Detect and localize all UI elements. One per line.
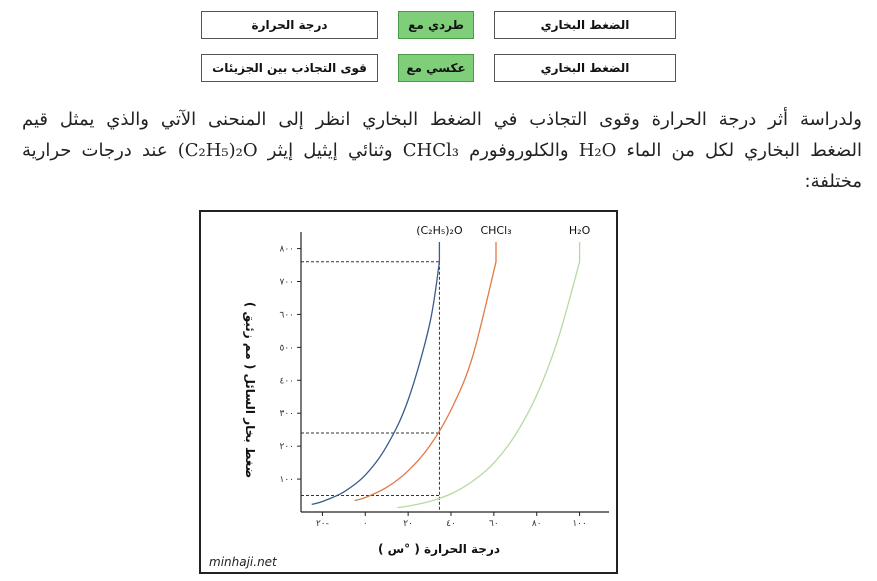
x-tick-label: ٢٠ bbox=[403, 519, 413, 529]
relation-1-type: طردي مع bbox=[398, 11, 474, 39]
x-tick-label: ١٠٠ bbox=[572, 519, 587, 529]
y-tick-label: ١٠٠ bbox=[279, 475, 294, 485]
x-tick-label: ٨٠ bbox=[532, 519, 542, 529]
series-label-2: H₂O bbox=[569, 224, 591, 237]
x-tick-label: ٢٠- bbox=[316, 519, 329, 529]
paragraph-line-2: الضغط البخاري لكل من الماء H₂O والكلوروف… bbox=[22, 135, 862, 166]
y-tick-label: ٧٠٠ bbox=[279, 278, 294, 288]
series-curve-0 bbox=[311, 242, 441, 506]
x-tick-label: ٤٠ bbox=[446, 519, 456, 529]
y-tick-label: ٣٠٠ bbox=[279, 409, 294, 419]
vapor-pressure-chart-frame: ٢٠- ٠ ٢٠ ٤٠ ٦٠ ٨٠ ١٠٠ ١٠٠ ٢٠٠ ٣٠٠ ٤٠٠ ٥٠٠ ٦٠٠ ٧٠٠ ٨٠٠ … bbox=[199, 210, 618, 574]
relation-2-left: الضغط البخاري bbox=[494, 54, 676, 82]
y-axis-label: ضغط بخار السائل ( مم زئبق ) bbox=[243, 302, 257, 478]
series-curve-2 bbox=[397, 242, 581, 509]
y-tick-label: ٤٠٠ bbox=[279, 376, 294, 386]
relation-1-left: الضغط البخاري bbox=[494, 11, 676, 39]
series-label-0: (C₂H₅)₂O bbox=[416, 224, 463, 237]
formula-h2o: H₂O bbox=[578, 140, 617, 161]
watermark: minhaji.net bbox=[209, 555, 278, 569]
intro-paragraph: ولدراسة أثر درجة الحرارة وقوى التجاذب في… bbox=[22, 104, 862, 197]
text-ether-intro: وثنائي إيثيل إيثر bbox=[257, 140, 403, 161]
y-tick-label: ٥٠٠ bbox=[279, 343, 294, 353]
x-tick-label: ٠ bbox=[363, 519, 368, 529]
relation-1-right: درجة الحرارة bbox=[201, 11, 378, 39]
y-tick-label: ٢٠٠ bbox=[279, 442, 294, 452]
text-temperatures: عند درجات حرارية bbox=[22, 140, 178, 161]
series-curve-1 bbox=[354, 242, 497, 502]
text-chloroform-intro: والكلوروفورم bbox=[458, 140, 579, 161]
relation-2-right: قوى التجاذب بين الجزيئات bbox=[201, 54, 378, 82]
x-tick-label: ٦٠ bbox=[489, 519, 499, 529]
paragraph-line-1: ولدراسة أثر درجة الحرارة وقوى التجاذب في… bbox=[22, 109, 862, 130]
formula-chcl3: CHCl₃ bbox=[402, 140, 459, 161]
y-tick-label: ٨٠٠ bbox=[279, 245, 294, 255]
series-label-1: CHCl₃ bbox=[480, 224, 511, 237]
x-axis-label: درجة الحرارة ( °س ) bbox=[378, 542, 500, 556]
y-tick-label: ٦٠٠ bbox=[279, 310, 294, 320]
relation-2-type: عكسي مع bbox=[398, 54, 474, 82]
text-water-intro: الضغط البخاري لكل من الماء bbox=[616, 140, 862, 161]
vapor-pressure-chart: ٢٠- ٠ ٢٠ ٤٠ ٦٠ ٨٠ ١٠٠١٠٠٢٠٠٣٠٠٤٠٠٥٠٠٦٠٠٧٠٠٨٠٠ … bbox=[209, 224, 609, 569]
formula-ether: (C₂H₅)₂O bbox=[177, 140, 258, 161]
paragraph-line-3: مختلفة: bbox=[804, 171, 862, 192]
